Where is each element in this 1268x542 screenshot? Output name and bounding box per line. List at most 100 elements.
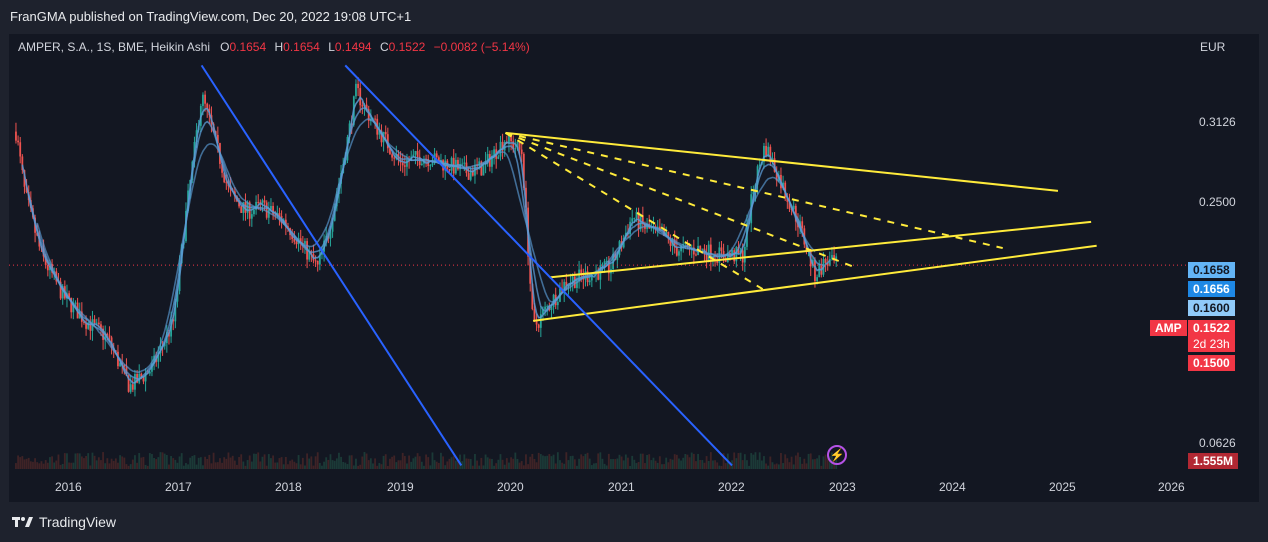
candle-body: [70, 297, 73, 313]
volume-bar: [361, 456, 364, 469]
time-scale[interactable]: [9, 470, 1259, 502]
volume-bar: [644, 463, 646, 469]
volume-bar: [684, 453, 687, 469]
candle-body: [493, 149, 495, 156]
volume-bar: [257, 452, 260, 469]
candle-body: [695, 254, 697, 256]
candle-body: [486, 154, 489, 162]
volume-bar: [193, 455, 196, 469]
volume-bar: [546, 455, 549, 469]
time-tick: 2018: [275, 480, 302, 494]
volume-bar: [667, 462, 670, 469]
volume-bar: [100, 460, 102, 469]
candle-body: [556, 301, 559, 306]
volume-bar: [493, 465, 495, 469]
volume-bar: [590, 465, 593, 469]
volume-bar: [539, 454, 542, 469]
volume-bar: [497, 459, 500, 469]
symbol-description[interactable]: AMPER, S.A., 1S, BME, Heikin Ashi: [18, 40, 211, 54]
candle-body: [512, 141, 515, 150]
volume-bar: [712, 460, 714, 469]
volume-bar: [516, 458, 519, 469]
candle-body: [733, 250, 736, 262]
volume-bar: [495, 463, 498, 469]
volume-bar: [176, 462, 179, 469]
volume-bar: [250, 461, 253, 469]
volume-bar: [248, 455, 251, 469]
volume-bar: [584, 453, 587, 469]
candle-body: [786, 197, 789, 202]
volume-bar: [652, 457, 655, 469]
volume-bar: [395, 462, 398, 469]
volume-bar: [824, 454, 827, 469]
volume-bar: [125, 464, 128, 469]
volume-bar: [178, 456, 181, 469]
volume-bar: [59, 464, 62, 469]
volume-bar: [531, 453, 534, 469]
volume-bar: [469, 459, 472, 469]
volume-bar: [414, 456, 417, 469]
candle-body: [59, 281, 62, 299]
volume-bar: [253, 453, 255, 469]
volume-bar: [27, 457, 30, 469]
volume-bar: [212, 452, 215, 469]
candle-body: [278, 213, 281, 217]
volume-bar: [259, 461, 262, 469]
candle-body: [741, 250, 744, 263]
candle-body: [673, 239, 676, 248]
volume-bar: [148, 453, 151, 469]
candle-body: [656, 226, 659, 228]
volume-bar: [486, 457, 489, 469]
candle-body: [828, 259, 831, 266]
candle-body: [414, 151, 417, 155]
volume-bar: [68, 462, 70, 469]
tradingview-brand[interactable]: TradingView: [12, 514, 116, 530]
volume-bar: [622, 460, 625, 469]
volume-bar: [410, 461, 413, 469]
candle-body: [478, 161, 481, 167]
low-price-badge: 0.1500: [1188, 355, 1235, 371]
candle-body: [129, 384, 132, 392]
candle-body: [631, 218, 634, 222]
volume-bar: [153, 457, 155, 469]
volume-bar: [431, 452, 434, 469]
volume-bar: [51, 456, 53, 469]
volume-bar: [114, 458, 117, 469]
candle-body: [607, 260, 610, 274]
volume-bar: [140, 457, 143, 469]
currency-label[interactable]: EUR: [1200, 40, 1226, 54]
volume-bar: [372, 463, 374, 469]
volume-bar: [809, 453, 812, 469]
flash-icon[interactable]: ⚡: [827, 445, 847, 465]
volume-bar: [671, 459, 674, 469]
volume-bar: [72, 462, 75, 469]
volume-bar: [550, 456, 553, 469]
volume-bar: [155, 459, 158, 469]
time-tick: 2019: [387, 480, 414, 494]
candle-body: [573, 276, 576, 288]
volume-bar: [78, 453, 81, 469]
candle-body: [318, 254, 321, 265]
candle-body: [21, 156, 24, 171]
candle-body: [240, 206, 243, 213]
candle-body: [389, 148, 391, 155]
price-scale[interactable]: [1188, 34, 1259, 470]
volume-bar: [223, 457, 226, 469]
volume-bar: [340, 456, 342, 469]
candle-body: [255, 201, 257, 210]
candle-body: [272, 205, 274, 215]
volume-bar: [161, 452, 164, 469]
volume-bar: [214, 462, 217, 469]
publisher-line: FranGMA published on TradingView.com, De…: [10, 9, 412, 24]
volume-bar: [709, 452, 712, 469]
volume-bar: [748, 465, 750, 469]
volume-bar: [85, 456, 87, 469]
volume-bar: [457, 460, 459, 469]
candle-body: [174, 301, 177, 322]
volume-bar: [21, 456, 24, 469]
volume-bar: [561, 462, 563, 469]
candle-body: [758, 164, 761, 167]
volume-bar: [333, 460, 336, 469]
volume-bar: [278, 458, 281, 469]
